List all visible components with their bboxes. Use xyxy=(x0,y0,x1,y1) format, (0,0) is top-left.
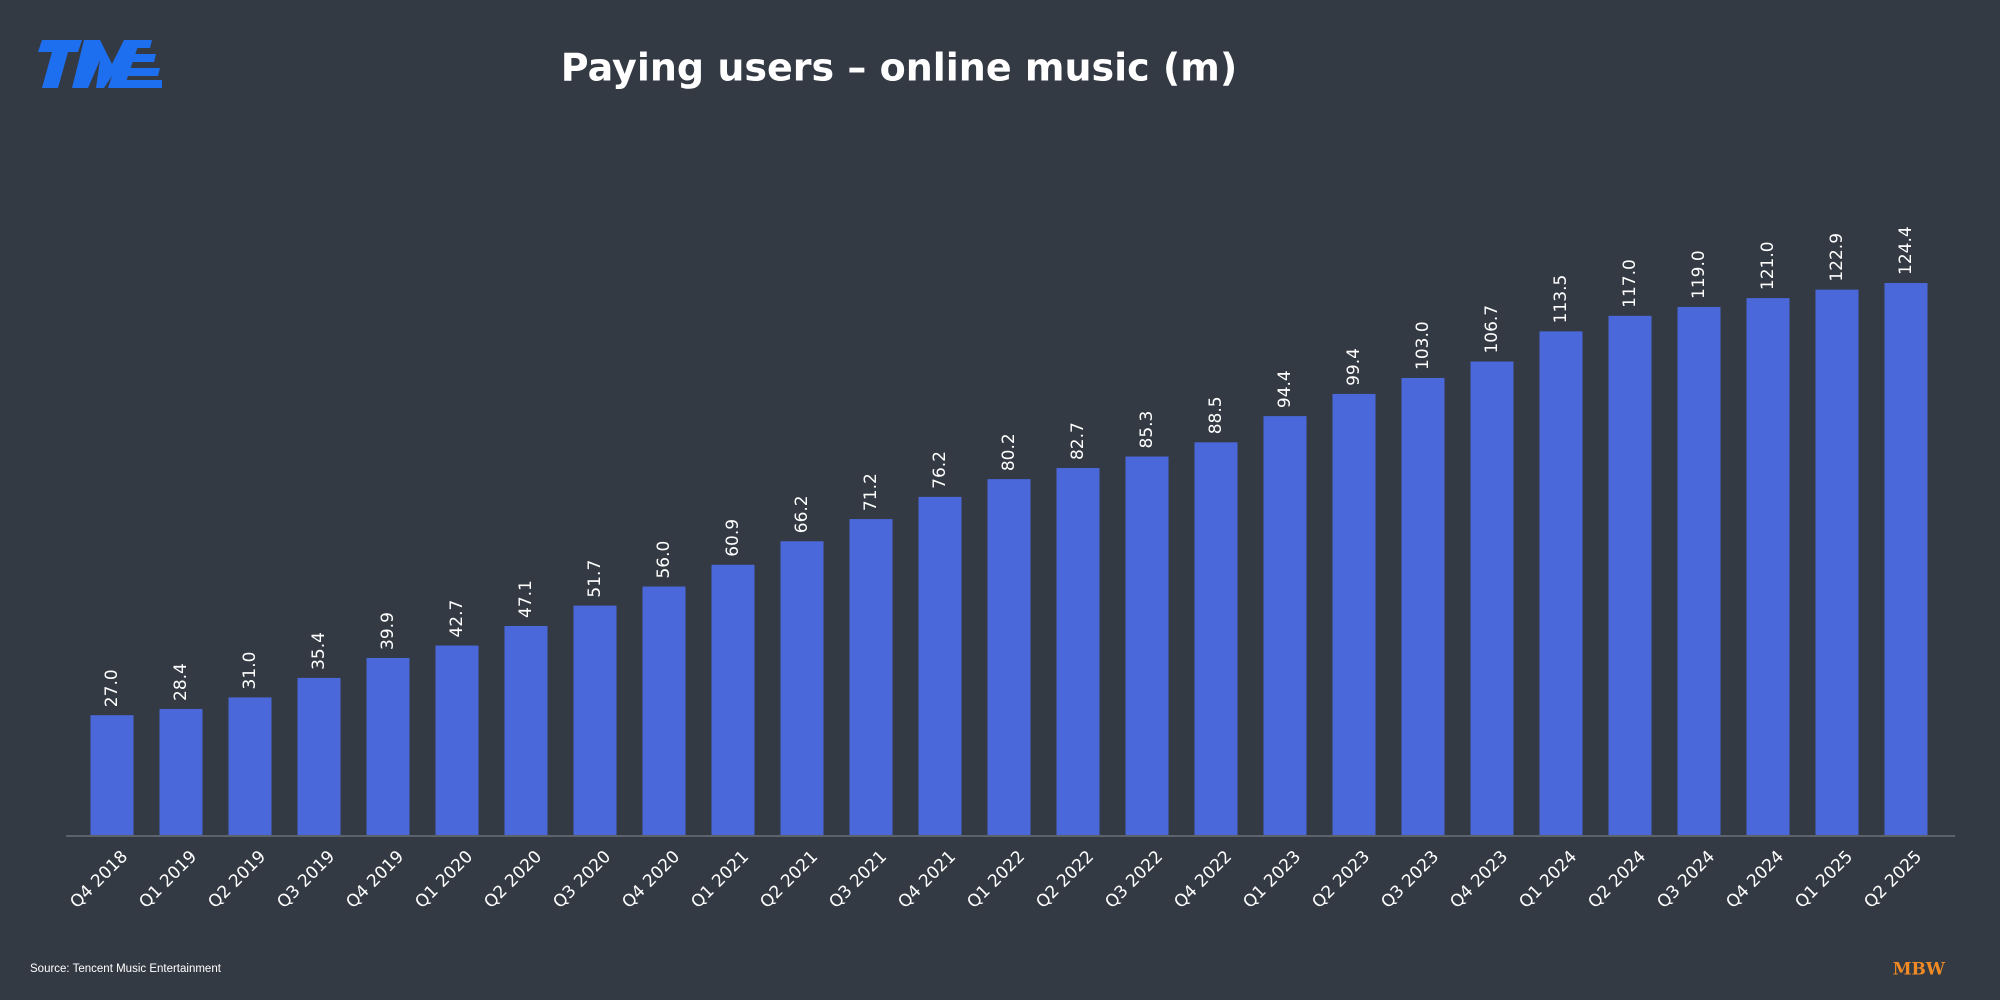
value-label: 28.4 xyxy=(171,663,191,701)
bar xyxy=(1539,331,1583,835)
bar xyxy=(642,586,686,835)
value-label: 71.2 xyxy=(861,473,881,511)
tme-logo xyxy=(38,40,162,88)
bar xyxy=(159,708,203,835)
value-label: 88.5 xyxy=(1206,396,1226,434)
value-label: 31.0 xyxy=(240,652,260,690)
value-label: 80.2 xyxy=(999,433,1019,471)
bar xyxy=(504,626,548,835)
bar xyxy=(918,496,962,835)
bar xyxy=(1470,361,1514,835)
bar xyxy=(297,677,341,835)
bar xyxy=(573,605,617,835)
bar xyxy=(780,541,824,835)
bar xyxy=(1401,377,1445,835)
chart-title: Paying users – online music (m) xyxy=(561,46,1238,90)
value-label: 124.4 xyxy=(1896,226,1916,275)
value-label: 60.9 xyxy=(723,519,743,557)
value-label: 42.7 xyxy=(447,600,467,638)
bar xyxy=(711,564,755,835)
bar xyxy=(1125,456,1169,835)
bar xyxy=(1194,442,1238,835)
bar xyxy=(849,519,893,835)
bar xyxy=(987,479,1031,835)
brand-logo: MBW xyxy=(1893,960,1946,980)
value-label: 94.4 xyxy=(1275,370,1295,408)
value-label: 56.0 xyxy=(654,541,674,579)
bar xyxy=(1815,289,1859,835)
value-label: 76.2 xyxy=(930,451,950,489)
bar xyxy=(435,645,479,835)
value-label: 47.1 xyxy=(516,580,536,618)
value-label: 27.0 xyxy=(102,669,122,707)
bar xyxy=(1608,315,1652,835)
value-label: 51.7 xyxy=(585,560,605,598)
bar xyxy=(1677,306,1721,835)
bar xyxy=(1056,468,1100,835)
value-label: 122.9 xyxy=(1827,233,1847,282)
value-label: 103.0 xyxy=(1413,321,1433,370)
value-label: 35.4 xyxy=(309,632,329,670)
bar xyxy=(1746,298,1790,836)
source-note: Source: Tencent Music Entertainment xyxy=(30,963,222,975)
bar xyxy=(228,697,272,835)
bar xyxy=(1884,283,1928,835)
value-label: 66.2 xyxy=(792,495,812,533)
value-label: 99.4 xyxy=(1344,348,1364,386)
value-label: 113.5 xyxy=(1551,275,1571,324)
bar xyxy=(90,715,134,835)
value-label: 85.3 xyxy=(1137,411,1157,449)
value-label: 106.7 xyxy=(1482,305,1502,354)
bar xyxy=(1332,393,1376,835)
bar xyxy=(366,657,410,835)
value-label: 117.0 xyxy=(1620,259,1640,308)
bar xyxy=(1263,416,1307,835)
value-label: 39.9 xyxy=(378,612,398,650)
value-label: 82.7 xyxy=(1068,422,1088,460)
value-label: 121.0 xyxy=(1758,241,1778,290)
value-label: 119.0 xyxy=(1689,250,1709,299)
